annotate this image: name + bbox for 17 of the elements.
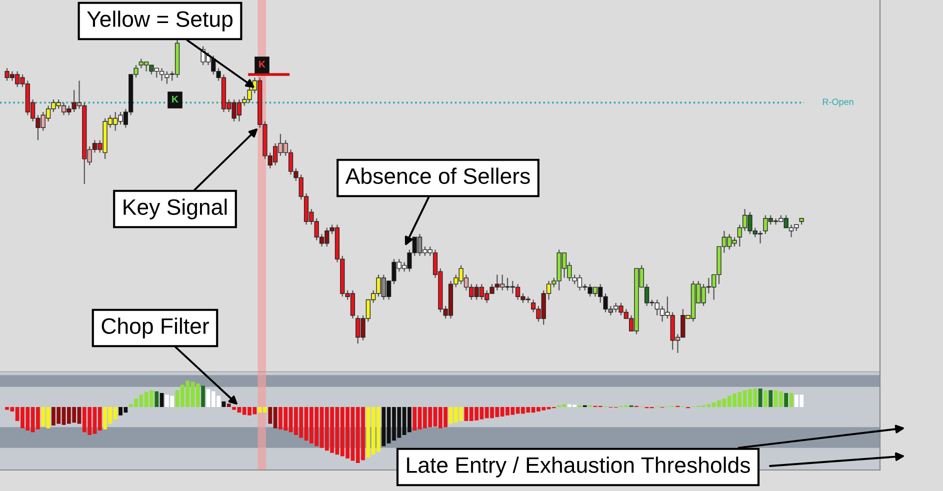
ref-line-label: R-Open bbox=[822, 98, 854, 107]
bar bbox=[789, 393, 794, 407]
annotation: Absence of Sellers bbox=[345, 168, 530, 184]
annotation: Key Signal bbox=[124, 198, 227, 220]
bar bbox=[768, 390, 773, 407]
annotation: K bbox=[259, 60, 266, 68]
bar bbox=[784, 393, 788, 407]
bar bbox=[226, 404, 231, 407]
bar bbox=[764, 390, 768, 407]
bar bbox=[154, 391, 159, 407]
text: Yellow = Setup bbox=[87, 10, 232, 32]
annotation: Chop Filter bbox=[102, 318, 209, 338]
annotation: Late Entry / Exhaustion Thresholds bbox=[407, 456, 750, 478]
bar bbox=[201, 386, 206, 407]
annotation: K bbox=[172, 96, 178, 103]
bar bbox=[758, 388, 762, 407]
bar bbox=[160, 393, 164, 407]
